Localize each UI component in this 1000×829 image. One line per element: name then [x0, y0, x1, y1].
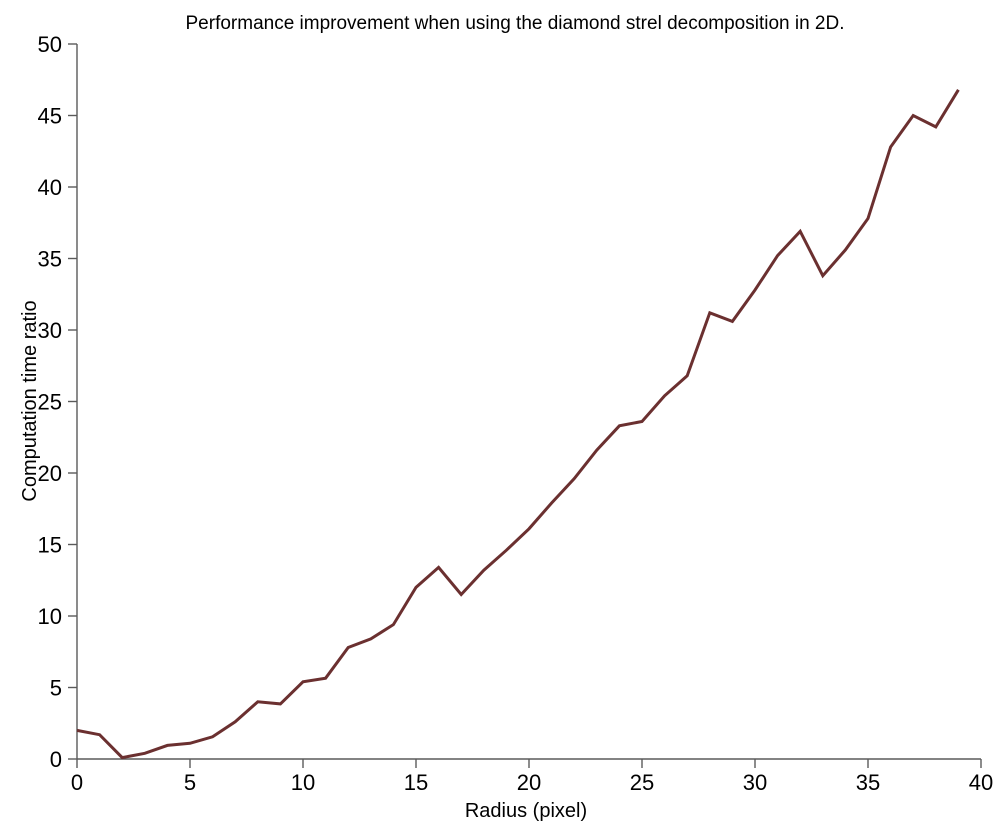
y-tick-label: 30 [38, 318, 62, 343]
y-tick-label: 35 [38, 247, 62, 272]
y-tick-label: 20 [38, 461, 62, 486]
data-series [76, 89, 960, 760]
chart-title: Performance improvement when using the d… [186, 13, 845, 34]
y-tick-label: 50 [38, 32, 62, 57]
x-tick-label: 30 [743, 770, 767, 795]
y-tick-label: 40 [38, 175, 62, 200]
x-axis-label: Radius (pixel) [465, 800, 587, 822]
y-tick-label: 10 [38, 604, 62, 629]
plot-line-computation-time-ratio [76, 89, 960, 760]
y-tick-label: 5 [50, 676, 62, 701]
y-tick-label: 0 [50, 747, 62, 772]
x-tick-label: 40 [969, 770, 993, 795]
y-tick-label: 25 [38, 390, 62, 415]
axes [76, 44, 981, 760]
x-tick-label: 10 [291, 770, 315, 795]
x-tick-label: 5 [184, 770, 196, 795]
y-tick-label: 45 [38, 104, 62, 129]
tick-labels: 0 5 10 15 20 25 30 35 40 0 5 10 15 20 25 30 35 40 45 50 [38, 32, 994, 795]
x-tick-label: 35 [856, 770, 880, 795]
x-tick-label: 20 [517, 770, 541, 795]
x-tick-label: 15 [404, 770, 428, 795]
tick-marks [68, 43, 982, 768]
x-tick-label: 25 [630, 770, 654, 795]
y-axis-label: Computation time ratio [19, 300, 41, 501]
x-tick-label: 0 [71, 770, 83, 795]
y-tick-label: 15 [38, 533, 62, 558]
